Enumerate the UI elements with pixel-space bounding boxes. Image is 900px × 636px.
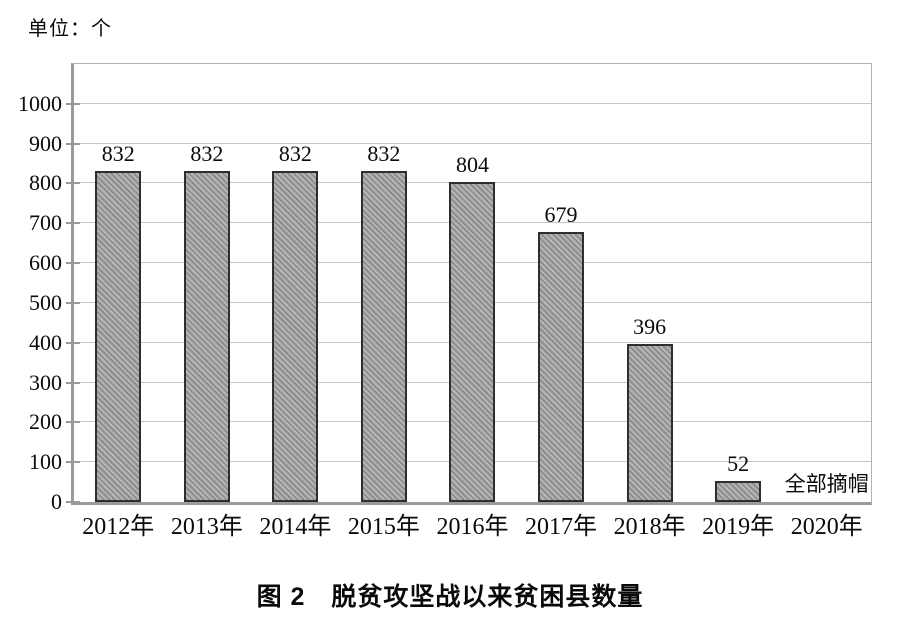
y-axis-tick-label: 700 (29, 210, 62, 236)
category-2020年: 2020年 全部摘帽 (782, 64, 871, 540)
x-axis-tick-label: 2020年 (790, 514, 863, 540)
plot-area: 0 100 200 300 400 500 600 700 800 900 1000 832 2012年… (18, 63, 872, 540)
x-axis-tick-label: 2018年 (613, 514, 686, 540)
y-axis-tick-label: 300 (29, 369, 62, 395)
bar-2014年 (272, 170, 319, 502)
annotation-label: 全部摘帽 (784, 472, 869, 496)
y-axis-tick (66, 262, 80, 265)
y-axis-tick-label: 500 (29, 289, 62, 315)
x-axis-tick-label: 2019年 (702, 514, 775, 540)
bar-value-label: 832 (101, 140, 135, 166)
y-axis-tick-label: 1000 (18, 90, 62, 116)
bar-value-label: 832 (278, 140, 312, 166)
x-axis-tick-label: 2013年 (170, 514, 243, 540)
y-axis-tick (66, 501, 80, 503)
category-2016年: 804 2016年 (428, 64, 517, 540)
y-axis-tick-label: 200 (29, 409, 62, 435)
y-axis-tick (66, 421, 80, 424)
y-axis-tick (66, 461, 80, 464)
bar-2012年 (95, 170, 142, 502)
y-axis-tick (66, 301, 80, 304)
category-2018年: 396 2018年 (605, 64, 694, 540)
bar-2016年 (449, 181, 496, 502)
y-axis-tick-label: 100 (29, 449, 62, 475)
category-2013年: 832 2013年 (163, 64, 252, 540)
category-2012年: 832 2012年 (74, 64, 163, 540)
y-axis-tick-label: 800 (29, 170, 62, 196)
y-axis-tick-label: 900 (29, 130, 62, 156)
y-axis-tick (66, 182, 80, 185)
x-axis-tick-label: 2012年 (82, 514, 155, 540)
bar-2019年 (715, 481, 762, 502)
bar-2015年 (360, 170, 407, 502)
y-axis-tick (66, 102, 80, 105)
bar-value-label: 52 (727, 451, 750, 477)
y-axis-tick (66, 222, 80, 225)
figure-caption: 图 2 脱贫攻坚战以来贫困县数量 (256, 583, 644, 611)
category-2019年: 52 2019年 (694, 64, 783, 540)
y-gridline (74, 142, 871, 144)
bar-value-label: 832 (190, 140, 224, 166)
y-axis-tick-label: 0 (51, 489, 62, 514)
y-axis-tick (66, 341, 80, 344)
bar-value-label: 679 (544, 201, 578, 227)
category-2014年: 832 2014年 (251, 64, 340, 540)
bar-2017年 (538, 231, 585, 502)
bar-2013年 (183, 170, 230, 502)
bar-value-label: 396 (633, 314, 667, 340)
y-axis-tick (66, 142, 80, 145)
category-2017年: 679 2017年 (517, 64, 606, 540)
bar-value-label: 804 (455, 151, 489, 177)
y-axis-tick-label: 400 (29, 329, 62, 355)
x-axis-tick-label: 2014年 (259, 514, 332, 540)
category-2015年: 832 2015年 (340, 64, 429, 540)
x-axis-tick-label: 2017年 (525, 514, 598, 540)
y-axis-tick-label: 600 (29, 250, 62, 276)
x-axis-tick-label: 2015年 (347, 514, 420, 540)
x-axis-tick-label: 2016年 (436, 514, 509, 540)
bar-value-label: 832 (367, 140, 401, 166)
y-axis-tick (66, 381, 80, 384)
unit-label: 单位：个 (28, 18, 112, 40)
bar-2018年 (626, 344, 673, 502)
y-gridline (74, 102, 871, 104)
